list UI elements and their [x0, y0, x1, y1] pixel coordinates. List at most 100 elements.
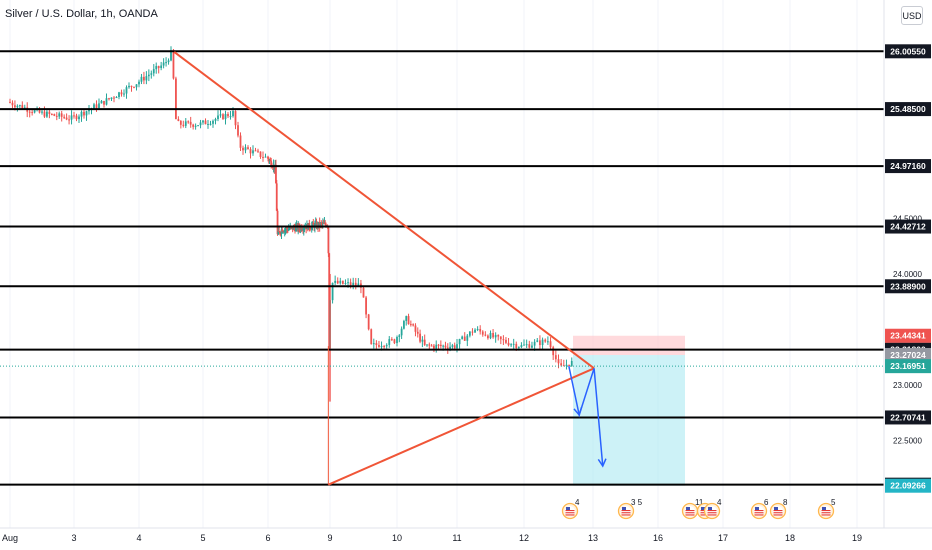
time-tick-label: 19	[852, 533, 862, 543]
candle-body	[446, 347, 449, 349]
flag-stripe	[621, 510, 631, 512]
candle-body	[48, 111, 51, 114]
candle-body	[65, 117, 68, 120]
candle-body	[403, 320, 405, 329]
event-count: 6	[764, 498, 769, 507]
candle-body	[512, 343, 515, 345]
event-count: 5	[831, 498, 836, 507]
candle-body	[461, 336, 464, 339]
candle-body	[344, 283, 347, 285]
candles	[9, 46, 573, 402]
time-tick-label: Aug	[2, 533, 18, 543]
position-zones	[573, 335, 685, 486]
flag-stripe	[773, 514, 783, 516]
candle-body	[385, 344, 388, 347]
event-markers[interactable]: 4 3 5 11 4 6 8 5	[561, 498, 837, 520]
candle-body	[68, 119, 70, 121]
candle-body	[375, 343, 378, 346]
candle-body	[471, 331, 474, 333]
candle-body	[288, 228, 291, 230]
candle-body	[179, 121, 182, 125]
candle-body	[419, 333, 421, 342]
flag-canton	[701, 507, 705, 511]
level-price-label-bg	[885, 410, 931, 425]
candle-body	[528, 344, 531, 348]
candle-body	[53, 114, 56, 116]
candle-body	[264, 156, 267, 158]
candle-body	[489, 333, 492, 339]
candle-body	[426, 344, 428, 346]
price-label-bg	[885, 359, 931, 374]
time-axis[interactable]: Aug 3 4 5 6 9 10 11 12 13 16 17 18 19	[2, 533, 862, 543]
candle-body	[133, 86, 135, 88]
horizontal-levels[interactable]	[0, 50, 884, 486]
candle-body	[204, 120, 207, 125]
price-tick-label: 23.0000	[893, 381, 922, 390]
candle-body	[405, 316, 408, 321]
price-tick-label: 24.0000	[893, 270, 922, 279]
candle-body	[88, 109, 90, 112]
time-tick-label: 4	[136, 533, 141, 543]
candle-body	[476, 328, 479, 330]
candle-body	[279, 231, 281, 234]
candle-body	[398, 335, 401, 337]
candle-body	[16, 105, 19, 108]
candle-body	[479, 328, 482, 332]
candle-body	[281, 229, 284, 233]
candle-body	[324, 222, 327, 225]
projection-arrow-path	[568, 365, 604, 467]
candle-body	[138, 81, 140, 85]
candle-body	[312, 222, 315, 225]
candle-body	[118, 92, 120, 98]
flag-canton	[622, 507, 626, 511]
candle-body	[453, 345, 456, 349]
candle-body	[242, 147, 244, 151]
candle-body	[189, 121, 192, 125]
flag-stripe	[754, 514, 764, 516]
candle-body	[175, 78, 177, 120]
candle-body	[510, 344, 513, 346]
candle-body	[536, 340, 539, 342]
event-count: 4	[575, 498, 580, 507]
drawings[interactable]	[0, 51, 884, 486]
flag-stripe	[685, 512, 695, 514]
candle-body	[115, 97, 118, 99]
price-axis[interactable]: 26.00550 25.48500 24.97160 24.42712 23.88900…	[885, 44, 931, 493]
candle-body	[525, 344, 528, 346]
candle-body	[400, 328, 403, 336]
candle-body	[259, 151, 262, 157]
price-label: 23.16951	[890, 361, 926, 371]
take-profit-zone	[573, 354, 685, 486]
candle-body	[557, 359, 560, 364]
candle-body	[254, 150, 257, 152]
candle-body	[456, 344, 458, 349]
candle-body	[383, 346, 386, 348]
candle-body	[199, 122, 202, 126]
candle-body	[484, 334, 487, 336]
candle-body	[224, 114, 227, 120]
candle-body	[560, 363, 563, 366]
candle-body	[309, 228, 312, 230]
candle-body	[18, 105, 21, 107]
candle-body	[362, 287, 365, 298]
candle-body	[549, 341, 552, 348]
candle-body	[232, 111, 234, 117]
candle-body	[341, 280, 344, 284]
flag-canton	[755, 507, 759, 511]
candle-body	[194, 125, 197, 127]
flag-stripe	[754, 510, 764, 512]
candle-body	[172, 49, 175, 79]
candle-body	[310, 228, 312, 230]
candle-body	[275, 183, 278, 211]
candle-body	[182, 124, 185, 126]
candle-body	[370, 329, 373, 345]
candle-body	[219, 114, 222, 116]
candle-body	[170, 49, 172, 61]
candle-body	[372, 343, 375, 345]
currency-button[interactable]: USD	[901, 6, 923, 25]
candle-body	[302, 229, 304, 231]
candle-body	[466, 335, 469, 341]
candle-body	[562, 365, 565, 367]
candle-body	[393, 339, 396, 344]
